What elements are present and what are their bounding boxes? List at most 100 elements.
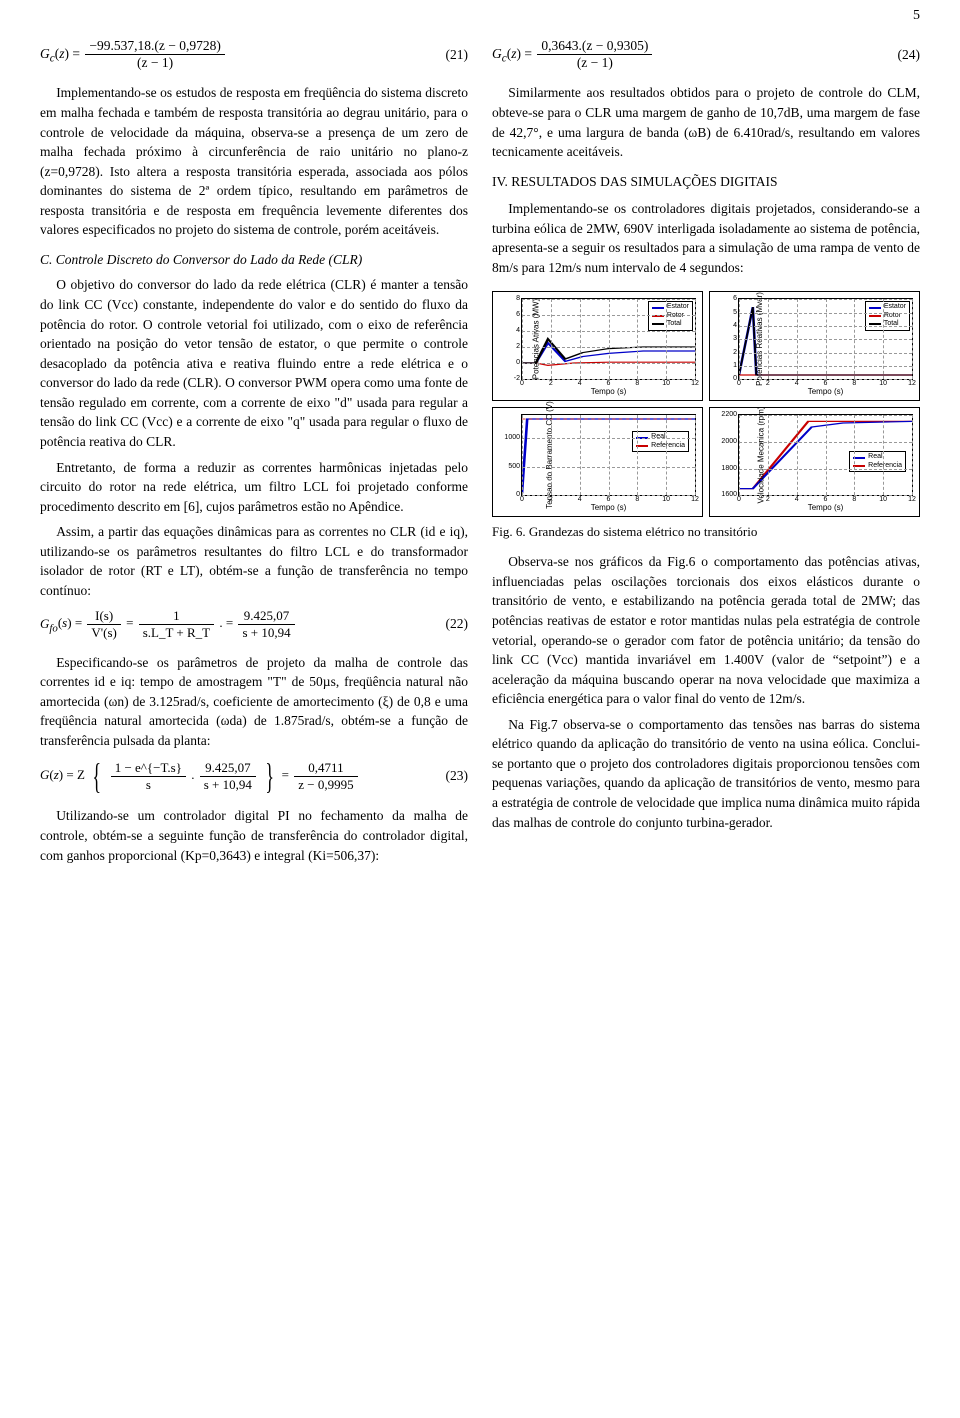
xtick-label: 2 bbox=[766, 495, 770, 505]
ytick-label: 3 bbox=[713, 334, 737, 344]
eq23-f1-num: 1 − e^{−T.s} bbox=[111, 760, 186, 777]
xtick-label: 0 bbox=[737, 495, 741, 505]
eq22-f3-den: s + 10,94 bbox=[238, 625, 294, 641]
xtick-label: 10 bbox=[879, 495, 887, 505]
legend-label: Estator bbox=[667, 303, 689, 311]
legend-label: Estator bbox=[884, 303, 906, 311]
eq22-f3-num: 9.425,07 bbox=[238, 608, 294, 625]
ytick-label: 0 bbox=[713, 374, 737, 384]
eq23-f2-den: s + 10,94 bbox=[200, 777, 256, 793]
ytick-label: 500 bbox=[496, 462, 520, 472]
xtick-label: 6 bbox=[607, 495, 611, 505]
two-column-layout: Gc(z) = −99.537,18.(z − 0,9728) (z − 1) … bbox=[40, 30, 920, 871]
eq23-rhs-num: 0,4711 bbox=[294, 760, 357, 777]
ytick-label: 0 bbox=[496, 490, 520, 500]
page-number: 5 bbox=[913, 8, 920, 24]
eq23-number: (23) bbox=[418, 768, 468, 784]
chart-reactive-power: Estator Rotor Total Potencias Reativas (… bbox=[709, 291, 920, 401]
eq23-rhs-den: z − 0,9995 bbox=[294, 777, 357, 793]
xtick-label: 2 bbox=[549, 379, 553, 389]
xtick-label: 0 bbox=[520, 495, 524, 505]
eq22-f1-num: I(s) bbox=[87, 608, 120, 625]
eq24-denominator: (z − 1) bbox=[537, 55, 652, 71]
ytick-label: 2 bbox=[713, 348, 737, 358]
xtick-label: 10 bbox=[662, 379, 670, 389]
eq22-f1-den: V'(s) bbox=[87, 625, 120, 641]
equation-21: Gc(z) = −99.537,18.(z − 0,9728) (z − 1) … bbox=[40, 38, 468, 71]
equation-24: Gc(z) = 0,3643.(z − 0,9305) (z − 1) (24) bbox=[492, 38, 920, 71]
chart-ylabel: Tensao do Barramento CC (V) bbox=[544, 402, 556, 510]
right-column: Gc(z) = 0,3643.(z − 0,9305) (z − 1) (24)… bbox=[492, 30, 920, 871]
xtick-label: 10 bbox=[662, 495, 670, 505]
right-para-4: Na Fig.7 observa-se o comportamento das … bbox=[492, 715, 920, 832]
ytick-label: 1 bbox=[713, 361, 737, 371]
xtick-label: 8 bbox=[635, 495, 639, 505]
xtick-label: 4 bbox=[795, 495, 799, 505]
eq23-f1-den: s bbox=[111, 777, 186, 793]
legend-label: Total bbox=[667, 320, 682, 328]
xtick-label: 6 bbox=[607, 379, 611, 389]
eq21-denominator: (z − 1) bbox=[85, 55, 224, 71]
left-para-3: Entretanto, de forma a reduzir as corren… bbox=[40, 458, 468, 517]
xtick-label: 8 bbox=[852, 495, 856, 505]
ytick-label: 2000 bbox=[713, 437, 737, 447]
xtick-label: 6 bbox=[824, 495, 828, 505]
xtick-label: 12 bbox=[691, 495, 699, 505]
eq24-numerator: 0,3643.(z − 0,9305) bbox=[537, 38, 652, 55]
chart-mechanical-speed: Real Referencia Velocidade Mecanica (rpm… bbox=[709, 407, 920, 517]
eq21-number: (21) bbox=[418, 47, 468, 63]
xtick-label: 2 bbox=[549, 495, 553, 505]
ytick-label: 1600 bbox=[713, 490, 737, 500]
xtick-label: 8 bbox=[635, 379, 639, 389]
ytick-label: 4 bbox=[713, 321, 737, 331]
ytick-label: 6 bbox=[496, 310, 520, 320]
left-para-4: Assim, a partir das equações dinâmicas p… bbox=[40, 522, 468, 600]
chart-active-power: Estator Rotor Total Potencias Ativas (MW… bbox=[492, 291, 703, 401]
equation-23: G(z) = Z { 1 − e^{−T.s} s . 9.425,07 s +… bbox=[40, 758, 468, 794]
chart-dc-bus-voltage: Real Referencia Tensao do Barramento CC … bbox=[492, 407, 703, 517]
xtick-label: 12 bbox=[908, 379, 916, 389]
xtick-label: 8 bbox=[852, 379, 856, 389]
ytick-label: 2200 bbox=[713, 410, 737, 420]
figure-6-charts: Estator Rotor Total Potencias Ativas (MW… bbox=[492, 291, 920, 517]
ytick-label: 1800 bbox=[713, 464, 737, 474]
ytick-label: 5 bbox=[713, 308, 737, 318]
right-para-3: Observa-se nos gráficos da Fig.6 o compo… bbox=[492, 552, 920, 709]
legend-label: Referencia bbox=[651, 442, 685, 450]
eq21-numerator: −99.537,18.(z − 0,9728) bbox=[85, 38, 224, 55]
ytick-label: -2 bbox=[496, 374, 520, 384]
xtick-label: 10 bbox=[879, 379, 887, 389]
xtick-label: 12 bbox=[908, 495, 916, 505]
ytick-label: 4 bbox=[496, 326, 520, 336]
eq22-number: (22) bbox=[418, 616, 468, 632]
ytick-label: 1000 bbox=[496, 433, 520, 443]
ytick-label: 0 bbox=[496, 358, 520, 368]
left-para-2: O objetivo do conversor do lado da rede … bbox=[40, 275, 468, 451]
eq22-f2-num: 1 bbox=[139, 608, 214, 625]
left-column: Gc(z) = −99.537,18.(z − 0,9728) (z − 1) … bbox=[40, 30, 468, 871]
xtick-label: 0 bbox=[737, 379, 741, 389]
chart-ylabel: Potencias Ativas (MW) bbox=[530, 299, 542, 379]
xtick-label: 0 bbox=[520, 379, 524, 389]
right-para-2: Implementando-se os controladores digita… bbox=[492, 199, 920, 277]
eq23-f2-num: 9.425,07 bbox=[200, 760, 256, 777]
legend-label: Real bbox=[868, 453, 882, 461]
right-para-1: Similarmente aos resultados obtidos para… bbox=[492, 83, 920, 161]
figure-6-caption: Fig. 6. Grandezas do sistema elétrico no… bbox=[492, 523, 920, 542]
chart-ylabel: Velocidade Mecanica (rpm) bbox=[756, 407, 768, 504]
legend-label: Total bbox=[884, 320, 899, 328]
ytick-label: 6 bbox=[713, 294, 737, 304]
xtick-label: 2 bbox=[766, 379, 770, 389]
xtick-label: 4 bbox=[578, 495, 582, 505]
equation-22: Gfo(s) = I(s) V'(s) = 1 s.L_T + R_T . = … bbox=[40, 608, 468, 640]
left-para-5: Especificando-se os parâmetros de projet… bbox=[40, 653, 468, 751]
subsection-c-heading: C. Controle Discreto do Conversor do Lad… bbox=[40, 250, 468, 270]
xtick-label: 4 bbox=[795, 379, 799, 389]
eq24-number: (24) bbox=[870, 47, 920, 63]
section-iv-heading: IV. RESULTADOS DAS SIMULAÇÕES DIGITAIS bbox=[492, 172, 920, 192]
left-para-1: Implementando-se os estudos de resposta … bbox=[40, 83, 468, 240]
xtick-label: 12 bbox=[691, 379, 699, 389]
xtick-label: 6 bbox=[824, 379, 828, 389]
left-para-6: Utilizando-se um controlador digital PI … bbox=[40, 806, 468, 865]
ytick-label: 8 bbox=[496, 294, 520, 304]
